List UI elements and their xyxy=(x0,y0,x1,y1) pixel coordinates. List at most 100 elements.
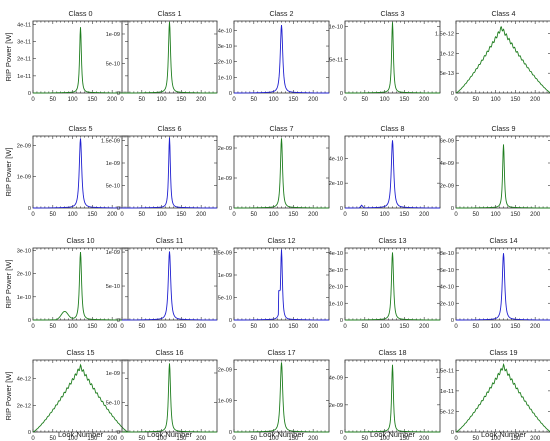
x-tick-label: 0 xyxy=(120,436,124,441)
series-line xyxy=(345,140,440,209)
x-tick-label: 200 xyxy=(107,324,118,330)
x-tick-label: 0 xyxy=(120,212,124,218)
plot-frame xyxy=(233,359,330,433)
y-tick-label: 1.5e-11 xyxy=(435,368,454,374)
y-tick-label: 1e-10 xyxy=(329,301,343,307)
y-tick-label: 0 xyxy=(340,91,343,97)
series-line xyxy=(456,253,550,321)
x-tick-label: 150 xyxy=(87,324,98,330)
y-tick-label: 3e-10 xyxy=(17,248,31,254)
panel-title: Class 19 xyxy=(490,348,518,357)
series-line xyxy=(32,363,129,433)
x-tick-label: 50 xyxy=(361,212,368,218)
x-tick-label: 0 xyxy=(31,436,35,441)
x-tick-label: 50 xyxy=(49,212,56,218)
series-line xyxy=(455,362,550,433)
y-tick-label: 4e-10 xyxy=(329,156,343,162)
x-tick-label: 50 xyxy=(138,436,145,441)
x-tick-label: 0 xyxy=(343,97,347,103)
x-tick-label: 200 xyxy=(308,97,319,103)
x-tick-label: 50 xyxy=(250,324,257,330)
plot-frame xyxy=(121,247,218,321)
x-tick-label: 100 xyxy=(491,212,502,218)
x-tick-label: 200 xyxy=(308,436,319,441)
series-line xyxy=(234,138,329,209)
x-tick-label: 200 xyxy=(196,436,207,441)
series-line xyxy=(122,22,217,94)
x-tick-label: 50 xyxy=(49,324,56,330)
y-tick-label: 0 xyxy=(117,206,120,212)
series-line xyxy=(33,27,128,94)
x-tick-label: 0 xyxy=(120,97,124,103)
x-tick-label: 50 xyxy=(361,324,368,330)
y-tick-label: 2e-10 xyxy=(329,181,343,187)
x-tick-label: 50 xyxy=(250,212,257,218)
x-tick-label: 200 xyxy=(530,436,541,441)
y-tick-label: 8e-10 xyxy=(440,251,454,257)
y-tick-label: 1e-09 xyxy=(17,175,31,181)
x-tick-label: 50 xyxy=(472,436,479,441)
panel-class-2: Class 2 0 50 100 150 200 0 1e-10 2e-10 3e-10 4e-10 xyxy=(218,9,330,103)
y-tick-label: 0 xyxy=(28,318,31,324)
y-tick-label: 1e-09 xyxy=(218,176,232,182)
x-tick-label: 150 xyxy=(288,324,299,330)
series-line xyxy=(234,249,329,321)
x-tick-label: 150 xyxy=(399,97,410,103)
x-tick-label: 200 xyxy=(419,97,430,103)
y-axis-label: RIP Power [W] xyxy=(4,259,13,308)
x-tick-label: 100 xyxy=(68,324,79,330)
y-tick-label: 1e-12 xyxy=(440,51,454,57)
x-tick-label: 150 xyxy=(399,212,410,218)
series-line xyxy=(122,363,217,433)
series-line xyxy=(234,362,329,433)
y-tick-label: 5e-10 xyxy=(106,400,120,406)
panel-title: Class 1 xyxy=(158,9,182,18)
y-tick-label: 0 xyxy=(451,91,454,97)
x-tick-label: 50 xyxy=(138,97,145,103)
x-tick-label: 0 xyxy=(232,436,236,441)
x-tick-label: 100 xyxy=(380,324,391,330)
x-tick-label: 150 xyxy=(510,324,521,330)
x-tick-label: 100 xyxy=(68,212,79,218)
y-tick-label: 5e-10 xyxy=(106,61,120,67)
y-tick-label: 2e-10 xyxy=(17,272,31,278)
x-tick-label: 0 xyxy=(454,212,458,218)
x-tick-label: 150 xyxy=(176,212,187,218)
x-tick-label: 100 xyxy=(380,212,391,218)
x-tick-label: 100 xyxy=(68,97,79,103)
y-axis-label: RIP Power [W] xyxy=(4,147,13,196)
x-tick-label: 100 xyxy=(491,436,502,441)
x-tick-label: 200 xyxy=(419,212,430,218)
y-tick-label: 1e-09 xyxy=(218,273,232,279)
y-tick-label: 1.5e-12 xyxy=(435,32,454,38)
series-line xyxy=(455,25,550,94)
panel-title: Class 5 xyxy=(69,124,93,133)
y-tick-label: 0 xyxy=(117,318,120,324)
x-tick-label: 150 xyxy=(399,324,410,330)
x-tick-label: 0 xyxy=(232,212,236,218)
y-tick-label: 2e-12 xyxy=(17,403,31,409)
panel-class-17: Class 17 0 50 100 150 200 0 1e-09 2e-09 xyxy=(218,348,330,441)
x-tick-label: 150 xyxy=(87,97,98,103)
plot-frame xyxy=(344,135,441,209)
plot-frame xyxy=(233,20,330,94)
y-tick-label: 2e-09 xyxy=(440,184,454,190)
series-line xyxy=(345,22,440,94)
series-line xyxy=(33,138,128,209)
x-axis-label: Look Number xyxy=(147,430,193,439)
x-tick-label: 150 xyxy=(510,97,521,103)
panel-title: Class 0 xyxy=(69,9,93,18)
x-tick-label: 100 xyxy=(491,97,502,103)
x-tick-label: 100 xyxy=(157,324,168,330)
panel-title: Class 16 xyxy=(156,348,184,357)
x-tick-label: 150 xyxy=(288,97,299,103)
y-tick-label: 4e-11 xyxy=(17,22,31,28)
y-tick-label: 0 xyxy=(229,91,232,97)
y-tick-label: 1.5e-09 xyxy=(101,139,120,145)
y-tick-label: 6e-10 xyxy=(440,268,454,274)
